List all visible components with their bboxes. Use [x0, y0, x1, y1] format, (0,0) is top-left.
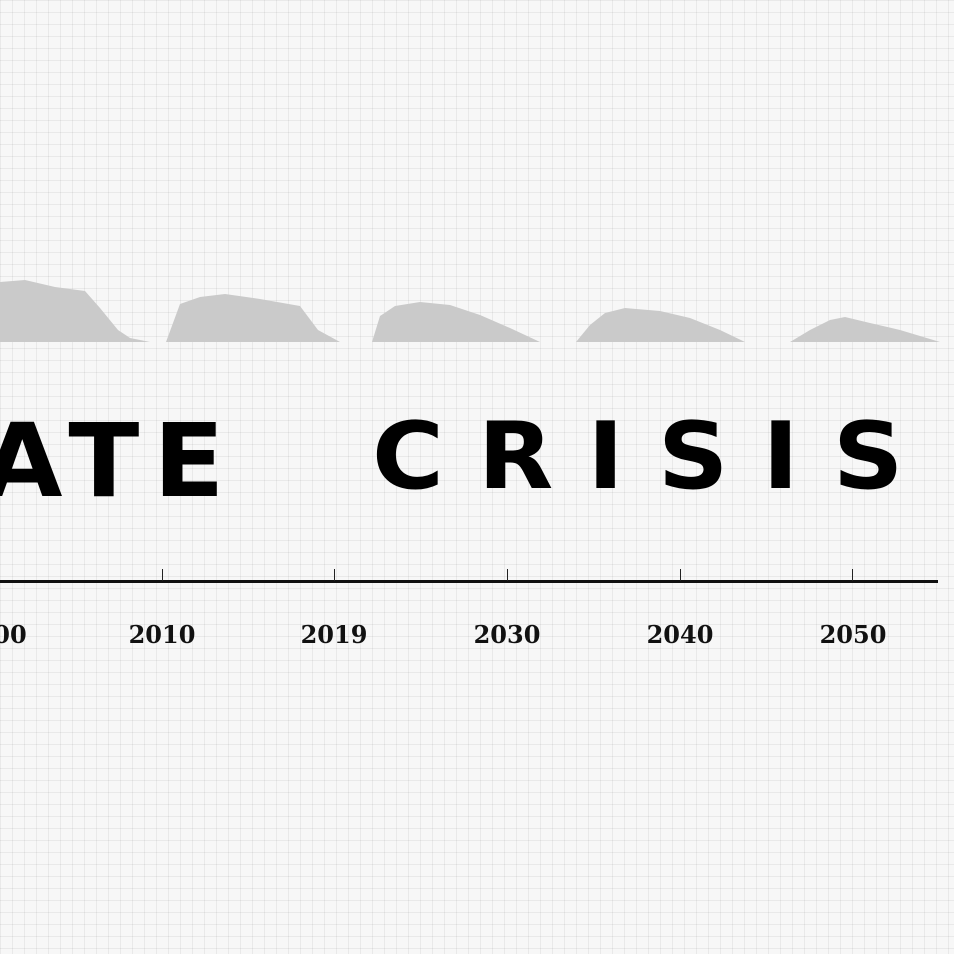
- headline-part-1: ATE: [0, 410, 239, 521]
- timeline-label-2040: 2040: [646, 620, 714, 649]
- headline: ATE CRISIS: [0, 410, 954, 530]
- timeline-label-2010: 2010: [128, 620, 196, 649]
- timeline-tick-2040: [680, 569, 681, 581]
- timeline-label-2050: 2050: [819, 620, 887, 649]
- timeline-axis: [0, 580, 938, 583]
- timeline-label-2030: 2030: [473, 620, 541, 649]
- timeline-label-00: 00: [0, 620, 27, 649]
- mound-3: [372, 302, 540, 342]
- timeline-tick-2050: [852, 569, 853, 581]
- headline-part-2: CRISIS: [372, 410, 938, 511]
- mound-5: [790, 317, 940, 342]
- mound-2: [166, 294, 340, 342]
- mound-4: [576, 308, 745, 342]
- timeline-tick-2019: [334, 569, 335, 581]
- timeline-tick-2010: [162, 569, 163, 581]
- mound-shapes: [0, 280, 940, 342]
- mound-1: [0, 280, 150, 342]
- timeline-tick-2030: [507, 569, 508, 581]
- timeline-label-2019: 2019: [300, 620, 368, 649]
